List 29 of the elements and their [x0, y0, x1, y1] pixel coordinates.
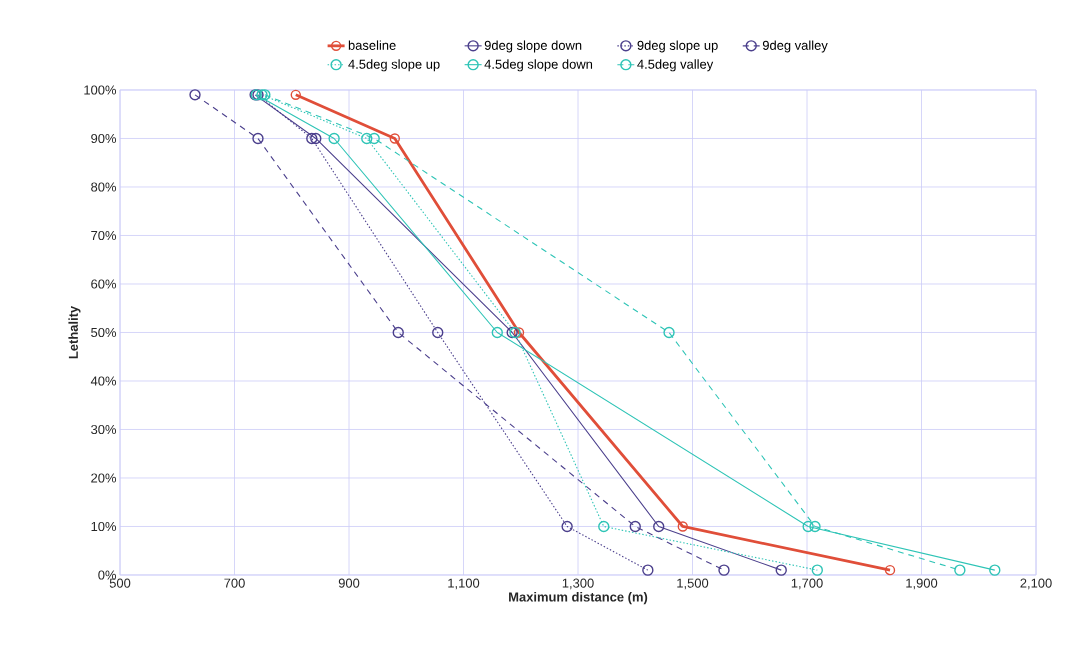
x-tick-label: 1,300 [562, 578, 594, 590]
y-axis-title: Lethality [68, 305, 81, 359]
x-tick-label: 500 [109, 578, 131, 588]
x-tick-label: 1,900 [906, 578, 938, 590]
x-tick-label: 900 [338, 578, 360, 588]
legend-label: 4.5deg slope down [484, 59, 593, 72]
y-tick-label: 0% [98, 570, 117, 580]
x-tick-label: 1,500 [677, 578, 709, 590]
y-tick-label: 100% [84, 85, 117, 95]
legend-label: 9deg slope up [637, 40, 718, 53]
x-tick-label: 700 [224, 578, 245, 588]
y-tick-label: 20% [91, 473, 117, 483]
x-axis-title: Maximum distance (m) [509, 592, 648, 605]
legend-label: baseline [348, 40, 396, 50]
legend-label: 9deg slope down [484, 40, 582, 53]
y-tick-label: 30% [91, 424, 117, 435]
y-tick-label: 50% [91, 327, 117, 338]
y-tick-label: 10% [91, 521, 117, 532]
y-tick-label: 40% [90, 376, 117, 386]
legend-label: 4.5deg slope up [348, 59, 440, 72]
y-tick-label: 80% [91, 182, 117, 192]
legend-label: 9deg valley [762, 40, 828, 53]
y-tick-label: 70% [91, 230, 117, 241]
x-tick-label: 1,700 [791, 578, 823, 590]
x-tick-label: 1,100 [448, 578, 480, 590]
legend-label: 4.5deg valley [637, 59, 714, 72]
x-tick-label: 2,100 [1020, 578, 1052, 590]
y-tick-label: 60% [91, 279, 117, 289]
y-tick-label: 90% [91, 133, 117, 144]
